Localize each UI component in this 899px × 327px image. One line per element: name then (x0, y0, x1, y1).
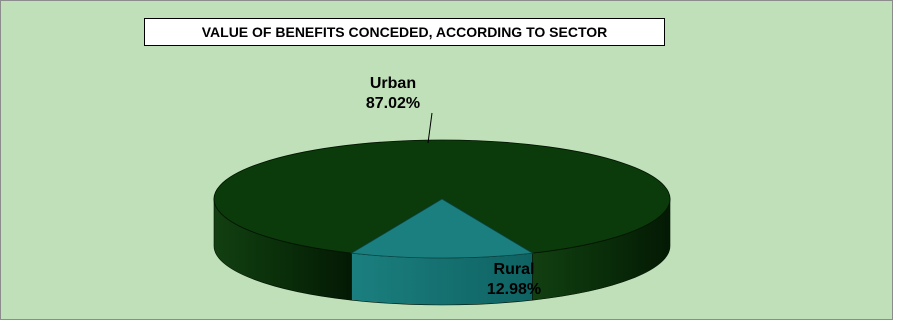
urban-slice (213, 139, 671, 254)
chart-title: VALUE OF BENEFITS CONCEDED, ACCORDING TO… (144, 18, 665, 46)
pie-chart (213, 112, 671, 306)
rural-percent-label: 12.98% (486, 281, 542, 298)
rural-category-label: Rural (493, 261, 535, 278)
urban-leader-line (427, 112, 433, 144)
pie-slices (213, 139, 671, 306)
urban-percent-label: 87.02% (365, 95, 421, 112)
urban-category-label: Urban (369, 75, 417, 92)
rural-data-label: Rural 12.98% (464, 260, 564, 300)
rural-slice (350, 198, 534, 259)
urban-data-label: Urban 87.02% (343, 74, 443, 114)
chart-area: VALUE OF BENEFITS CONCEDED, ACCORDING TO… (0, 0, 893, 320)
